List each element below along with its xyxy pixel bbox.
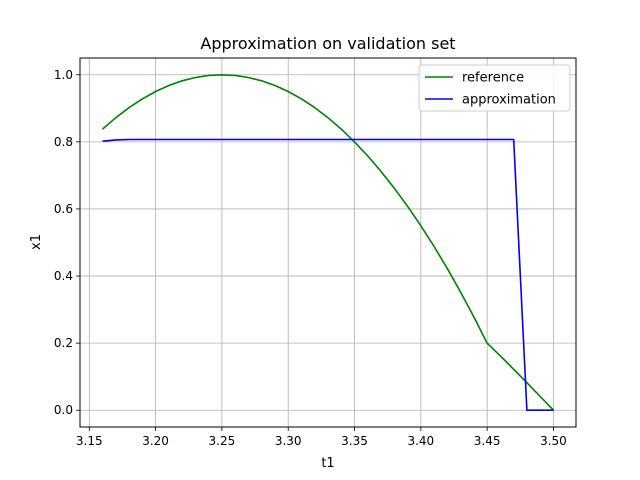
y-tick-label: 0.6 — [54, 202, 73, 216]
x-tick-label: 3.20 — [142, 434, 169, 448]
x-tick-label: 3.50 — [540, 434, 567, 448]
plot-frame — [79, 57, 577, 428]
legend: reference approximation — [418, 64, 571, 112]
y-tick-label: 1.0 — [54, 68, 73, 82]
legend-label-approximation: approximation — [462, 93, 556, 108]
legend-box — [418, 64, 571, 112]
x-tick-label: 3.40 — [407, 434, 434, 448]
series-layer — [101, 74, 555, 412]
x-tick-label: 3.35 — [341, 434, 368, 448]
ticks: 3.15 3.20 3.25 3.30 3.35 3.40 3.45 3.50 0.0 0.2 0.… — [54, 68, 567, 448]
x-tick-label: 3.25 — [209, 434, 236, 448]
chart-title: Approximation on validation set — [200, 34, 455, 53]
x-tick-label: 3.45 — [474, 434, 501, 448]
legend-label-reference: reference — [462, 71, 524, 86]
series-line-reference — [101, 74, 555, 411]
y-tick-label: 0.0 — [54, 403, 73, 417]
x-axis-label: t1 — [321, 456, 334, 471]
grid — [80, 58, 576, 427]
y-tick-label: 0.4 — [54, 269, 73, 283]
x-tick-label: 3.15 — [76, 434, 103, 448]
y-tick-label: 0.2 — [54, 336, 73, 350]
series-line-approximation — [102, 138, 554, 412]
x-tick-label: 3.30 — [275, 434, 302, 448]
y-tick-label: 0.8 — [54, 135, 73, 149]
y-axis-label: x1 — [29, 234, 44, 250]
